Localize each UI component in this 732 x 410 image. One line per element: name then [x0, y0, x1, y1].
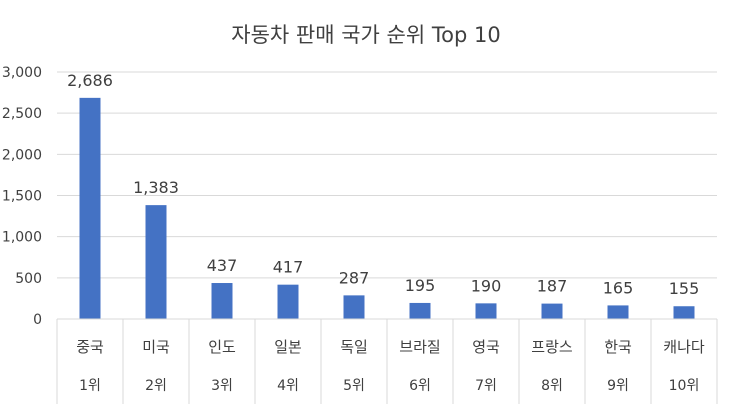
- bar: [673, 306, 695, 319]
- x-rank-label: 7위: [475, 378, 497, 394]
- data-label: 287: [339, 268, 370, 287]
- x-tick-label: 일본: [274, 338, 302, 356]
- bar: [277, 284, 299, 319]
- x-rank-label: 5위: [343, 378, 365, 394]
- bar: [475, 303, 497, 319]
- y-axis-ticks: 0 500 1,000 1,500 2,000 2,500 3,000: [2, 65, 42, 328]
- bar: [343, 295, 365, 319]
- x-rank-label: 10위: [669, 378, 700, 394]
- y-tick-label: 3,000: [2, 65, 42, 81]
- y-tick-label: 500: [15, 271, 42, 287]
- data-label: 165: [603, 278, 634, 297]
- x-rank-label: 4위: [277, 378, 299, 394]
- chart-title: 자동차 판매 국가 순위 Top 10: [231, 23, 500, 47]
- x-rank-label: 6위: [409, 378, 431, 394]
- bars: [79, 97, 695, 320]
- data-labels: 2,686 1,383 437 417 287 195 190 187 165 155: [67, 71, 699, 298]
- y-tick-label: 2,000: [2, 147, 42, 163]
- y-tick-label: 1,000: [2, 230, 42, 246]
- x-tick-label: 미국: [142, 338, 170, 356]
- data-label: 417: [273, 258, 304, 277]
- x-rank-label: 2위: [145, 378, 167, 394]
- x-tick-label: 독일: [340, 338, 368, 356]
- y-tick-label: 0: [33, 312, 42, 328]
- x-tick-label: 캐나다: [663, 338, 705, 356]
- data-label: 1,383: [133, 178, 179, 197]
- x-axis: 중국 1위 미국 2위 인도 3위 일본 4위 독일 5위 브라질 6위 영국 7위 프랑스 8위 한국 9위 캐나…: [56, 318, 718, 404]
- x-rank-label: 3위: [211, 378, 233, 394]
- x-tick-label: 브라질: [399, 338, 440, 356]
- data-label: 195: [405, 276, 436, 295]
- x-tick-label: 한국: [604, 338, 632, 356]
- x-rank-label: 9위: [607, 378, 629, 394]
- data-label: 155: [669, 279, 700, 298]
- data-label: 190: [471, 276, 502, 295]
- bar: [607, 305, 629, 319]
- y-tick-label: 2,500: [2, 106, 42, 122]
- x-rank-label: 8위: [541, 378, 563, 394]
- bar: [409, 302, 431, 319]
- bar: [211, 283, 233, 319]
- data-label: 437: [207, 256, 238, 275]
- data-label: 187: [537, 277, 568, 296]
- x-tick-label: 영국: [472, 338, 500, 356]
- bar: [541, 303, 563, 319]
- x-tick-label: 인도: [208, 338, 236, 356]
- data-label: 2,686: [67, 71, 113, 90]
- x-tick-label: 중국: [76, 338, 104, 356]
- y-tick-label: 1,500: [2, 189, 42, 205]
- gridlines: [57, 71, 717, 279]
- x-rank-label: 1위: [79, 378, 101, 394]
- bar: [79, 97, 101, 320]
- x-tick-label: 프랑스: [531, 338, 573, 356]
- bar: [145, 205, 167, 319]
